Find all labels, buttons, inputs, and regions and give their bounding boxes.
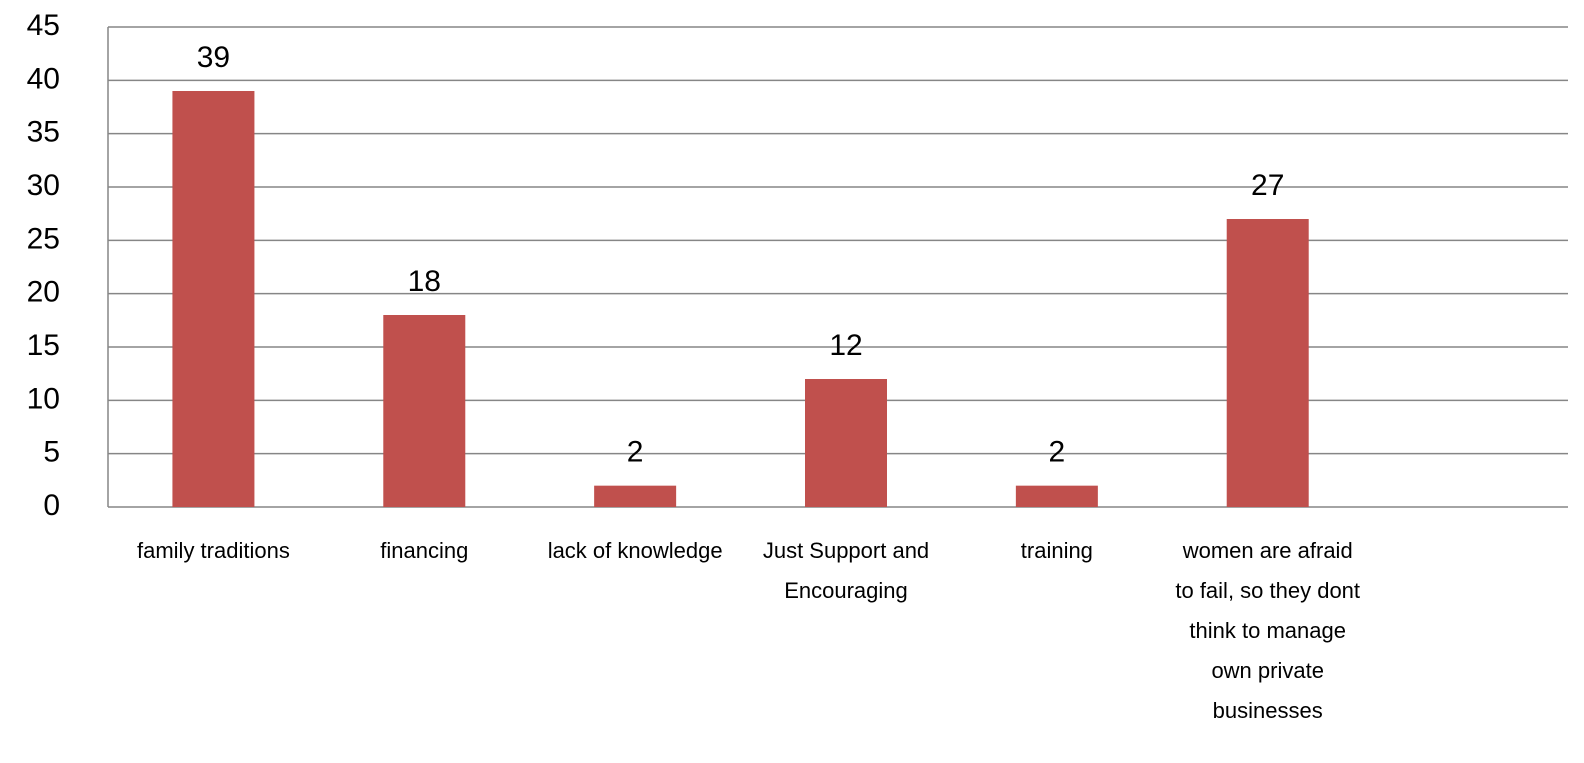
bar [594,485,677,507]
value-label: 2 [1049,436,1066,469]
y-tick-label: 25 [27,222,60,255]
bar [172,91,255,507]
x-tick-label: lack of knowledge [547,538,723,563]
y-tick-label: 45 [27,9,60,42]
y-tick-label: 15 [27,329,60,362]
x-tick-label: family traditions [137,538,290,563]
value-label: 2 [627,436,644,469]
value-label: 27 [1251,169,1284,202]
y-tick-label: 5 [43,436,60,469]
bar [1226,219,1309,507]
y-tick-label: 20 [27,276,60,309]
value-label: 12 [829,329,862,362]
x-tick-label: women are afraid to fail, so they dont t… [1175,538,1361,723]
y-tick-label: 35 [27,116,60,149]
bar [383,315,466,507]
value-label: 18 [408,265,441,298]
y-tick-label: 40 [27,62,60,95]
y-tick-label: 30 [27,169,60,202]
bar [1015,485,1098,507]
bar [805,379,887,507]
x-tick-label: Just Support and Encouraging [762,538,930,603]
y-tick-label: 0 [43,489,60,522]
x-tick-label: financing [380,538,469,563]
x-tick-label: training [1020,538,1093,563]
y-tick-label: 10 [27,382,60,415]
value-label: 39 [197,41,230,74]
